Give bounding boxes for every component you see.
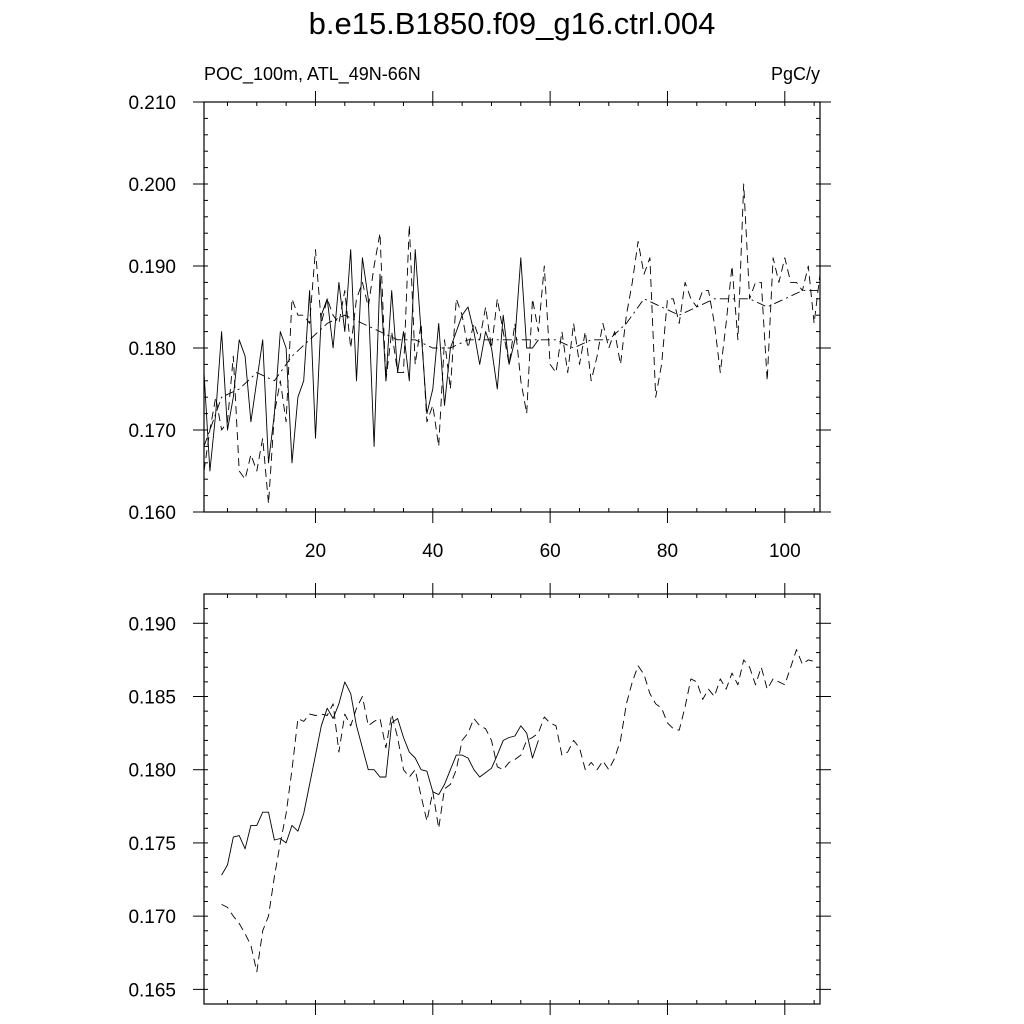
y-tick-label: 0.190 bbox=[128, 614, 176, 635]
x-tick-label: 60 bbox=[540, 541, 561, 562]
series-line-dashdot bbox=[203, 290, 820, 447]
x-tick-label: 100 bbox=[769, 541, 801, 562]
series-line-solid bbox=[221, 681, 539, 876]
y-tick-label: 0.160 bbox=[128, 503, 176, 524]
variable-region-label: POC_100m, ATL_49N-66N bbox=[204, 64, 421, 84]
y-tick-label: 0.170 bbox=[128, 907, 176, 928]
series-line-solid bbox=[203, 249, 539, 472]
y-tick-label: 0.185 bbox=[128, 688, 176, 709]
plot-frame-2 bbox=[203, 593, 821, 1005]
units-label: PgC/y bbox=[770, 64, 820, 84]
y-tick-label: 0.180 bbox=[128, 761, 176, 782]
y-tick-label: 0.170 bbox=[128, 421, 176, 442]
x-tick-label: 40 bbox=[422, 541, 443, 562]
series-line-dashed bbox=[221, 649, 815, 973]
x-tick-label: 80 bbox=[657, 541, 678, 562]
plot-frame-1 bbox=[203, 101, 821, 513]
chart-title: b.e15.B1850.f09_g16.ctrl.004 bbox=[308, 6, 716, 41]
y-tick-label: 0.180 bbox=[128, 339, 176, 360]
y-tick-label: 0.190 bbox=[128, 257, 176, 278]
y-tick-label: 0.175 bbox=[128, 834, 176, 855]
y-tick-label: 0.165 bbox=[128, 980, 176, 1001]
y-tick-label: 0.200 bbox=[128, 175, 176, 196]
y-tick-label: 0.210 bbox=[128, 93, 176, 114]
series-line-dashed bbox=[203, 183, 821, 505]
x-tick-label: 20 bbox=[305, 541, 326, 562]
